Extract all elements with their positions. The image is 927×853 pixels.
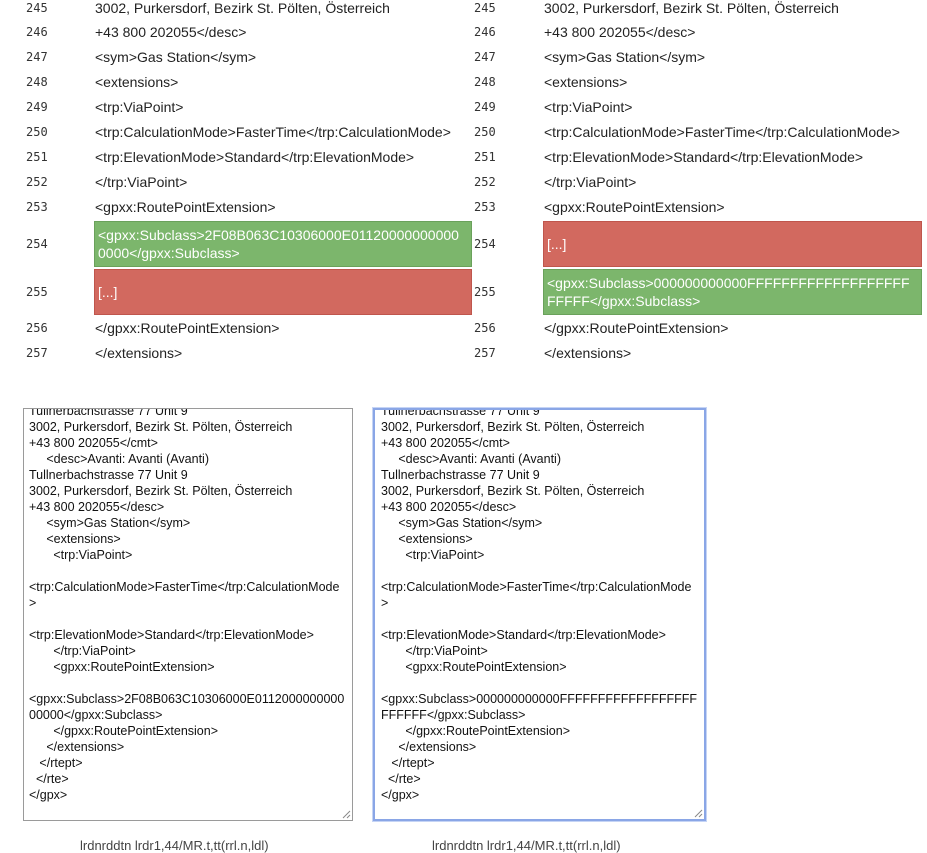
line-number: 247: [26, 50, 48, 64]
left-editor-content[interactable]: Tullnerbachstrasse 77 Unit 9 3002, Purke…: [29, 408, 345, 802]
line-text: </trp:ViaPoint>: [544, 174, 637, 190]
line-number: 246: [26, 25, 48, 39]
removed-line-text: [...]: [543, 221, 922, 267]
line-text: <trp:ViaPoint>: [544, 99, 633, 115]
line-text: <trp:ElevationMode>Standard</trp:Elevati…: [95, 149, 415, 165]
resize-grip-icon[interactable]: [341, 809, 351, 819]
line-number: 246: [474, 25, 496, 39]
diff-row: 249 <trp:ViaPoint>: [0, 97, 472, 117]
line-text: </extensions>: [95, 345, 183, 361]
line-number: 257: [474, 346, 496, 360]
line-number: 254: [26, 237, 48, 251]
diff-row-removed: 254 [...]: [474, 221, 922, 267]
line-number: 248: [26, 75, 48, 89]
line-text: </gpxx:RoutePointExtension>: [544, 320, 729, 336]
line-text: <trp:CalculationMode>FasterTime</trp:Cal…: [95, 124, 451, 140]
diff-row: 257 </extensions>: [474, 343, 922, 363]
diff-row: 252 </trp:ViaPoint>: [0, 172, 472, 192]
line-number: 252: [474, 175, 496, 189]
right-editor-content[interactable]: Tullnerbachstrasse 77 Unit 9 3002, Purke…: [381, 408, 698, 802]
left-text-editor[interactable]: Tullnerbachstrasse 77 Unit 9 3002, Purke…: [23, 408, 353, 821]
line-number: 250: [474, 125, 496, 139]
line-number: 250: [26, 125, 48, 139]
line-text: <trp:CalculationMode>FasterTime</trp:Cal…: [544, 124, 900, 140]
diff-row: 256 </gpxx:RoutePointExtension>: [0, 318, 472, 338]
added-line-text: <gpxx:Subclass>000000000000FFFFFFFFFFFFF…: [543, 269, 922, 315]
line-text: <sym>Gas Station</sym>: [544, 49, 706, 65]
diff-row: 250 <trp:CalculationMode>FasterTime</trp:…: [474, 122, 922, 142]
line-text: <extensions>: [544, 74, 628, 90]
diff-row: 247 <sym>Gas Station</sym>: [0, 47, 472, 67]
right-text-editor[interactable]: Tullnerbachstrasse 77 Unit 9 3002, Purke…: [373, 408, 706, 821]
diff-row: 253 <gpxx:RoutePointExtension>: [0, 197, 472, 217]
line-number: 256: [26, 321, 48, 335]
diff-row: 246 +43 800 202055</desc>: [0, 22, 472, 42]
left-editor-caption: lrdnrddtn lrdr1,44/MR.t,tt(rrl.n,ldl): [80, 838, 269, 853]
line-number: 253: [474, 200, 496, 214]
diff-row: 256 </gpxx:RoutePointExtension>: [474, 318, 922, 338]
line-text: <trp:ViaPoint>: [95, 99, 184, 115]
diff-row: 246 +43 800 202055</desc>: [474, 22, 922, 42]
right-editor-caption: lrdnrddtn lrdr1,44/MR.t,tt(rrl.n,ldl): [432, 838, 621, 853]
line-number: 255: [474, 285, 496, 299]
line-number: 256: [474, 321, 496, 335]
line-text: 3002, Purkersdorf, Bezirk St. Pölten, Ös…: [544, 0, 839, 16]
resize-grip-icon[interactable]: [693, 808, 703, 818]
removed-line-text: [...]: [94, 269, 472, 315]
line-number: 253: [26, 200, 48, 214]
diff-row-added: 255 <gpxx:Subclass>000000000000FFFFFFFFFF…: [474, 269, 922, 315]
diff-row: 249 <trp:ViaPoint>: [474, 97, 922, 117]
line-text: <trp:ElevationMode>Standard</trp:Elevati…: [544, 149, 864, 165]
diff-row-removed: 255 [...]: [0, 269, 472, 315]
line-number: 247: [474, 50, 496, 64]
line-text: <gpxx:RoutePointExtension>: [95, 199, 276, 215]
diff-row: 252 </trp:ViaPoint>: [474, 172, 922, 192]
diff-row: 253 <gpxx:RoutePointExtension>: [474, 197, 922, 217]
diff-row: 247 <sym>Gas Station</sym>: [474, 47, 922, 67]
line-number: 254: [474, 237, 496, 251]
line-number: 251: [26, 150, 48, 164]
line-text: <gpxx:RoutePointExtension>: [544, 199, 725, 215]
line-number: 255: [26, 285, 48, 299]
line-number: 257: [26, 346, 48, 360]
line-text: +43 800 202055</desc>: [95, 24, 247, 40]
line-text: 3002, Purkersdorf, Bezirk St. Pölten, Ös…: [95, 0, 390, 16]
diff-row: 248 <extensions>: [474, 72, 922, 92]
line-number: 245: [474, 1, 496, 15]
line-number: 249: [474, 100, 496, 114]
diff-row: 250 <trp:CalculationMode>FasterTime</trp:…: [0, 122, 472, 142]
line-number: 245: [26, 1, 48, 15]
line-text: <extensions>: [95, 74, 179, 90]
line-number: 252: [26, 175, 48, 189]
diff-row-added: 254 <gpxx:Subclass>2F08B063C10306000E0112…: [0, 221, 472, 267]
line-text: </extensions>: [544, 345, 632, 361]
added-line-text: <gpxx:Subclass>2F08B063C10306000E0112000…: [94, 221, 472, 267]
diff-row: 245 3002, Purkersdorf, Bezirk St. Pölten,…: [0, 0, 472, 16]
line-text: </trp:ViaPoint>: [95, 174, 188, 190]
line-text: +43 800 202055</desc>: [544, 24, 696, 40]
line-number: 251: [474, 150, 496, 164]
diff-row: 257 </extensions>: [0, 343, 472, 363]
line-number: 249: [26, 100, 48, 114]
diff-row: 251 <trp:ElevationMode>Standard</trp:Elev…: [474, 147, 922, 167]
diff-row: 245 3002, Purkersdorf, Bezirk St. Pölten,…: [474, 0, 922, 16]
diff-row: 251 <trp:ElevationMode>Standard</trp:Elev…: [0, 147, 472, 167]
line-text: </gpxx:RoutePointExtension>: [95, 320, 280, 336]
line-number: 248: [474, 75, 496, 89]
line-text: <sym>Gas Station</sym>: [95, 49, 257, 65]
diff-row: 248 <extensions>: [0, 72, 472, 92]
